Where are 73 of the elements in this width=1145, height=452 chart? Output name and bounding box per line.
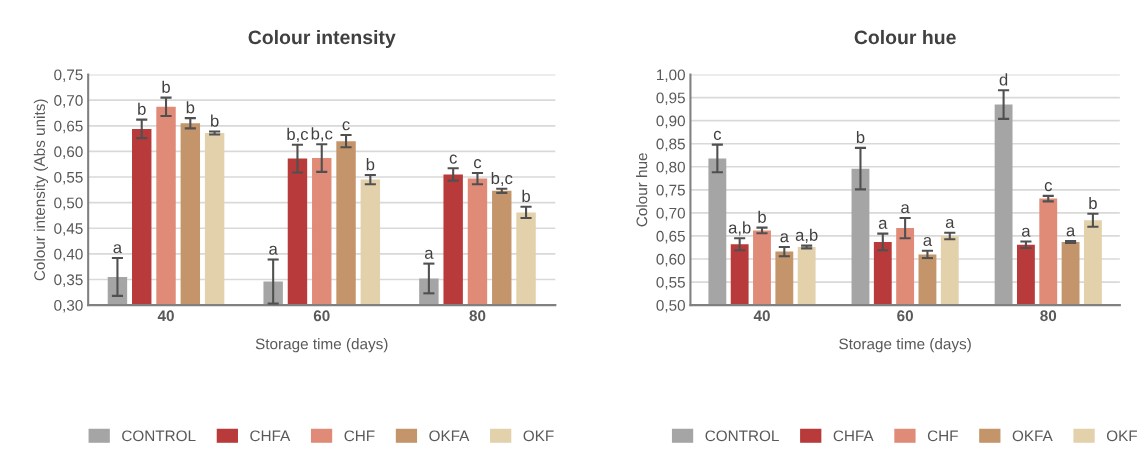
legend-label: CHFA bbox=[250, 430, 291, 442]
data-label: a bbox=[113, 244, 123, 254]
y-tick-label: 0,55 bbox=[656, 276, 685, 290]
data-label: a bbox=[1066, 227, 1076, 237]
data-label: a bbox=[1021, 227, 1031, 237]
data-label: a bbox=[945, 218, 955, 229]
y-tick-label: 0,85 bbox=[656, 138, 685, 152]
x-axis-title: Storage time (days) bbox=[839, 338, 971, 353]
y-tick-label: 0,70 bbox=[656, 207, 685, 221]
legend-label: CONTROL bbox=[122, 430, 196, 442]
y-tick-label: 0,95 bbox=[656, 92, 685, 106]
y-tick-label: 1,00 bbox=[657, 69, 685, 83]
y-axis-title: Colour intensity (Abs units) bbox=[33, 99, 49, 281]
y-tick-label: 0,70 bbox=[54, 95, 83, 108]
legend-label: OKFA bbox=[429, 430, 470, 442]
data-label: b bbox=[758, 210, 766, 223]
y-tick-label: 0,80 bbox=[656, 161, 685, 175]
y-tick-label: 0,55 bbox=[54, 171, 83, 185]
y-tick-label: 0,75 bbox=[656, 184, 685, 198]
data-label: b,c bbox=[491, 171, 513, 187]
y-tick-label: 0,40 bbox=[54, 248, 83, 262]
data-label: b,c bbox=[311, 127, 333, 142]
x-tick-label: 60 bbox=[897, 310, 913, 322]
y-tick-label: 0,65 bbox=[54, 120, 83, 134]
x-tick-label: 80 bbox=[469, 310, 486, 322]
data-label: a bbox=[269, 245, 278, 255]
x-tick-label: 40 bbox=[157, 310, 174, 322]
data-label: d bbox=[999, 73, 1008, 86]
data-label: a bbox=[901, 204, 910, 214]
y-tick-label: 0,30 bbox=[54, 299, 83, 313]
legend-label: OKF bbox=[1106, 430, 1137, 442]
legend-label: OKFA bbox=[1012, 430, 1053, 442]
y-tick-label: 0,60 bbox=[54, 146, 83, 159]
data-label: b bbox=[522, 189, 530, 203]
data-label: b bbox=[162, 80, 170, 93]
data-label: b bbox=[186, 101, 195, 114]
x-tick-label: 80 bbox=[1040, 310, 1057, 322]
x-axis-title: Storage time (days) bbox=[255, 338, 388, 353]
legend-label: CHFA bbox=[833, 430, 874, 442]
y-tick-label: 0,90 bbox=[656, 115, 685, 129]
chart-title: Colour hue bbox=[854, 29, 956, 45]
data-label: b bbox=[138, 102, 146, 115]
data-label: c bbox=[474, 159, 482, 169]
data-label: b,c bbox=[287, 127, 309, 143]
y-tick-label: 0,50 bbox=[656, 299, 685, 313]
legend-label: CHF bbox=[927, 430, 958, 442]
series-label: CONTROL bbox=[705, 430, 779, 442]
legend-label: CHF bbox=[344, 430, 375, 442]
data-label: c bbox=[342, 121, 350, 131]
y-axis-title: Colour hue bbox=[636, 153, 648, 227]
data-label: c bbox=[1044, 182, 1052, 192]
data-label: a bbox=[878, 219, 888, 229]
data-label: b bbox=[211, 114, 219, 127]
chart-title: Colour intensity bbox=[248, 29, 396, 49]
data-label: b bbox=[1089, 196, 1097, 210]
y-tick-label: 0,45 bbox=[54, 223, 83, 236]
y-tick-label: 0,35 bbox=[54, 274, 83, 287]
data-label: b bbox=[856, 130, 865, 144]
y-tick-label: 0,65 bbox=[656, 230, 685, 244]
data-label: c bbox=[713, 130, 722, 140]
data-label: a bbox=[780, 233, 789, 243]
data-label: c bbox=[449, 154, 457, 164]
data-label: a,b bbox=[728, 221, 751, 236]
data-label: a,b bbox=[795, 228, 818, 243]
data-label: a bbox=[923, 236, 933, 247]
legend-label: OKF bbox=[523, 430, 554, 442]
x-tick-label: 60 bbox=[313, 310, 330, 322]
data-label: b bbox=[366, 158, 375, 171]
x-tick-label: 40 bbox=[753, 310, 770, 322]
data-label: a bbox=[424, 249, 434, 259]
y-tick-label: 0,50 bbox=[54, 197, 83, 211]
y-tick-label: 0,75 bbox=[54, 69, 83, 83]
y-tick-label: 0,60 bbox=[656, 253, 685, 267]
